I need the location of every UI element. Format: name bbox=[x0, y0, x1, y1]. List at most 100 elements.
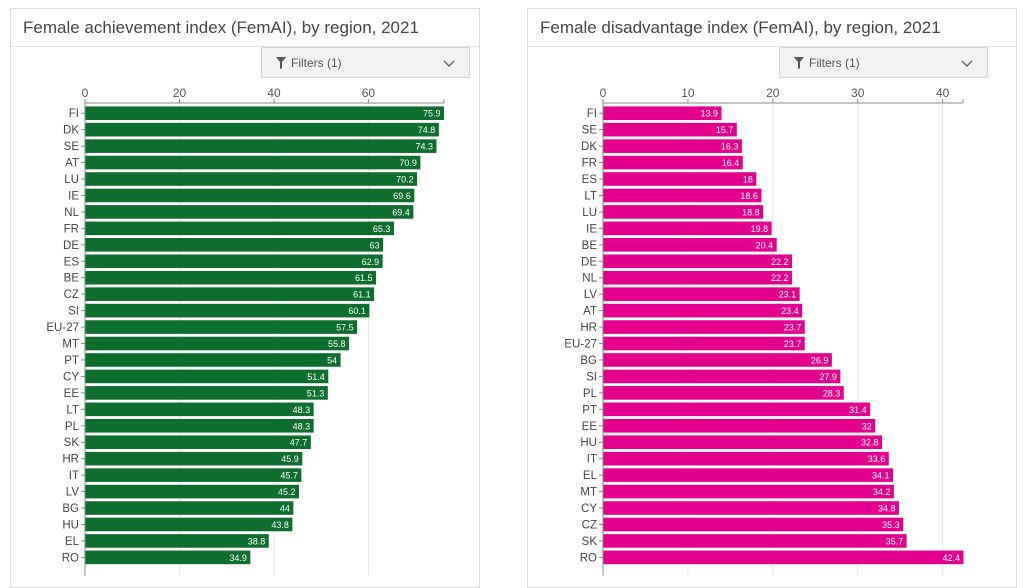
data-label: 57.5 bbox=[336, 323, 354, 333]
category-label: AT bbox=[583, 306, 597, 318]
category-label: LV bbox=[66, 487, 80, 499]
bar bbox=[85, 238, 384, 252]
category-label: DK bbox=[581, 141, 597, 153]
bar bbox=[603, 386, 844, 400]
bar bbox=[85, 451, 303, 466]
category-label: BE bbox=[582, 240, 598, 252]
category-label: PT bbox=[64, 355, 79, 367]
data-label: 32 bbox=[862, 421, 872, 431]
x-tick-label: 20 bbox=[173, 86, 187, 100]
data-label: 70.2 bbox=[396, 175, 414, 185]
data-label: 34.2 bbox=[873, 487, 891, 497]
data-label: 61.1 bbox=[353, 290, 371, 300]
data-label: 69.4 bbox=[392, 207, 410, 217]
category-label: HU bbox=[62, 519, 79, 531]
bar bbox=[85, 484, 300, 499]
data-label: 20.4 bbox=[756, 240, 774, 250]
category-label: EU-27 bbox=[46, 322, 79, 334]
bar bbox=[85, 205, 414, 219]
category-label: EL bbox=[65, 536, 80, 548]
data-label: 23.4 bbox=[781, 306, 799, 316]
data-label: 34.9 bbox=[229, 553, 247, 563]
disadvantage-bar-chart: 0 10 20 30 40 FI 13.9 SE 15.7 DK 16.3 FR 16.4 ES 18 LT 1… bbox=[564, 86, 964, 576]
category-label: CZ bbox=[582, 519, 597, 531]
data-label: 47.7 bbox=[290, 438, 308, 448]
category-label: IT bbox=[69, 470, 79, 482]
bar bbox=[603, 451, 889, 466]
data-label: 65.3 bbox=[373, 224, 391, 234]
category-label: SI bbox=[68, 306, 79, 318]
category-label: FR bbox=[582, 158, 597, 170]
category-label: BG bbox=[580, 355, 597, 367]
category-label: EE bbox=[64, 388, 80, 400]
category-label: CY bbox=[581, 503, 597, 515]
category-label: SI bbox=[586, 371, 597, 383]
data-label: 31.4 bbox=[849, 405, 867, 415]
data-label: 70.9 bbox=[399, 158, 417, 168]
category-label: MT bbox=[580, 487, 597, 499]
category-label: CZ bbox=[64, 289, 79, 301]
bar bbox=[603, 139, 742, 153]
data-label: 18 bbox=[743, 175, 753, 185]
bar bbox=[603, 435, 882, 450]
data-label: 61.5 bbox=[355, 273, 373, 283]
title-divider bbox=[528, 46, 1016, 47]
category-label: MT bbox=[62, 339, 79, 351]
bar bbox=[85, 550, 251, 565]
x-tick-label: 40 bbox=[267, 86, 281, 100]
bar bbox=[85, 435, 311, 450]
category-label: BG bbox=[62, 503, 79, 515]
data-label: 28.3 bbox=[823, 388, 841, 398]
category-label: HR bbox=[62, 454, 79, 466]
category-label: RO bbox=[580, 552, 597, 564]
bar bbox=[603, 369, 841, 384]
data-label: 15.7 bbox=[716, 125, 734, 135]
data-label: 13.9 bbox=[700, 109, 718, 119]
data-label: 23.7 bbox=[784, 339, 802, 349]
data-label: 74.3 bbox=[415, 142, 433, 152]
data-label: 22.2 bbox=[771, 257, 789, 267]
filter-icon bbox=[794, 57, 804, 69]
bar bbox=[85, 122, 439, 137]
data-label: 33.6 bbox=[868, 454, 886, 464]
category-label: IE bbox=[586, 223, 597, 235]
bar bbox=[85, 402, 314, 417]
category-label: FR bbox=[64, 223, 79, 235]
filters-dropdown[interactable]: Filters (1) bbox=[779, 47, 988, 78]
category-label: LV bbox=[584, 289, 598, 301]
category-label: EL bbox=[583, 470, 598, 482]
data-label: 42.4 bbox=[942, 553, 960, 563]
bar bbox=[603, 418, 876, 433]
data-label: 34.8 bbox=[878, 504, 896, 514]
x-tick-label: 30 bbox=[851, 86, 865, 100]
category-label: IE bbox=[68, 190, 79, 202]
category-label: ES bbox=[582, 174, 598, 186]
data-label: 48.3 bbox=[293, 405, 311, 415]
category-label: RO bbox=[62, 552, 79, 564]
bar bbox=[603, 501, 899, 515]
bar bbox=[85, 106, 445, 121]
x-tick-label: 0 bbox=[600, 86, 607, 100]
data-label: 18.8 bbox=[742, 207, 760, 217]
bar bbox=[603, 188, 762, 203]
filters-dropdown[interactable]: Filters (1) bbox=[261, 47, 470, 78]
filter-icon bbox=[276, 57, 286, 69]
data-label: 35.3 bbox=[882, 520, 900, 530]
data-label: 22.2 bbox=[771, 273, 789, 283]
bar bbox=[603, 254, 792, 269]
x-tick-label: 60 bbox=[362, 86, 376, 100]
category-label: EU-27 bbox=[564, 339, 597, 351]
category-label: LU bbox=[582, 207, 597, 219]
category-label: PL bbox=[65, 421, 80, 433]
data-label: 18.6 bbox=[740, 191, 758, 201]
panel-title: Female disadvantage index (FemAI), by re… bbox=[540, 18, 941, 37]
bar bbox=[85, 336, 350, 351]
bar bbox=[603, 402, 871, 417]
category-label: PL bbox=[583, 388, 598, 400]
data-label: 35.7 bbox=[886, 536, 904, 546]
data-label: 51.4 bbox=[307, 372, 325, 382]
category-label: LT bbox=[584, 190, 597, 202]
category-label: HU bbox=[580, 437, 597, 449]
data-label: 55.8 bbox=[328, 339, 346, 349]
bar bbox=[603, 303, 803, 318]
